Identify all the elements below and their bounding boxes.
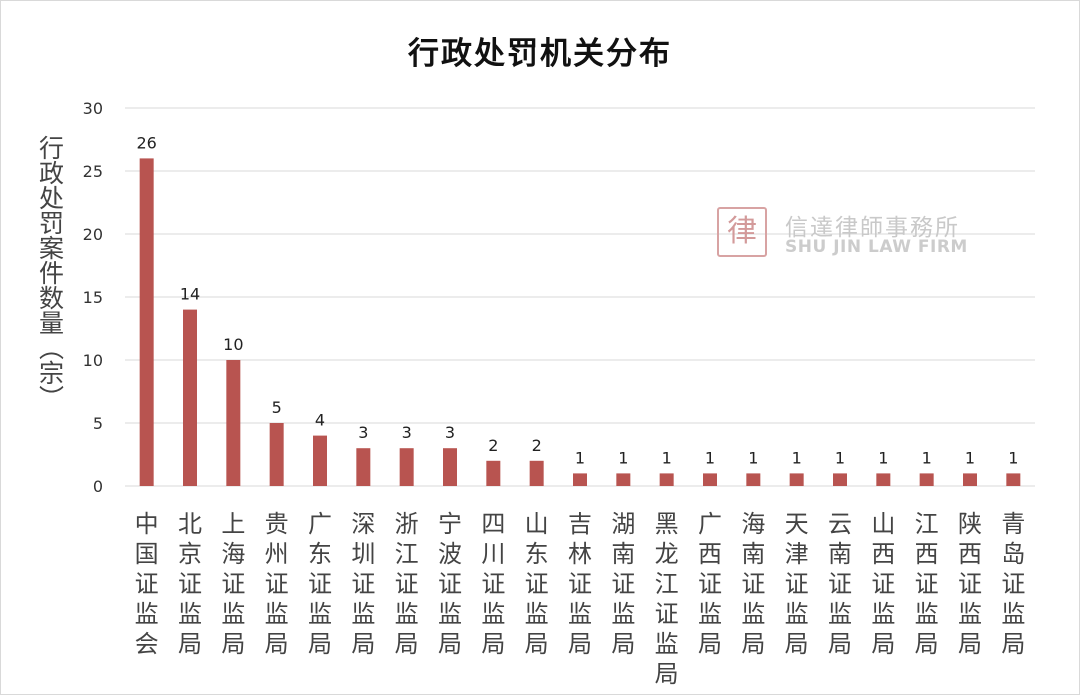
data-label: 1 bbox=[922, 448, 932, 467]
x-category-label: 广东证监局 bbox=[308, 510, 332, 658]
data-label: 2 bbox=[532, 436, 542, 455]
x-category-label: 宁波证监局 bbox=[438, 510, 462, 658]
bar bbox=[183, 309, 197, 486]
data-label: 2 bbox=[488, 436, 498, 455]
data-label: 1 bbox=[835, 448, 845, 467]
bar bbox=[443, 448, 457, 486]
y-tick-label: 5 bbox=[93, 414, 103, 433]
bar bbox=[703, 473, 717, 486]
x-category-label: 深圳证监局 bbox=[351, 510, 375, 658]
data-label: 10 bbox=[223, 335, 243, 354]
x-category-label: 天津证监局 bbox=[785, 510, 809, 658]
watermark-name-en: SHU JIN LAW FIRM bbox=[785, 237, 968, 257]
data-label: 1 bbox=[575, 448, 585, 467]
data-label: 1 bbox=[878, 448, 888, 467]
x-category-label: 云南证监局 bbox=[828, 510, 852, 658]
chart-title: 行政处罚机关分布 bbox=[408, 36, 672, 72]
bar bbox=[529, 460, 544, 486]
data-label: 3 bbox=[358, 423, 368, 442]
x-category-label: 湖南证监局 bbox=[611, 510, 635, 658]
x-category-label: 黑龙江证监局 bbox=[655, 510, 679, 688]
data-label: 3 bbox=[402, 423, 412, 442]
data-label: 14 bbox=[180, 285, 200, 304]
bar bbox=[269, 423, 284, 486]
x-category-label: 广西证监局 bbox=[698, 510, 722, 658]
y-tick-label: 0 bbox=[93, 477, 103, 496]
y-tick-label: 20 bbox=[83, 225, 103, 244]
bar bbox=[573, 473, 587, 486]
x-category-label: 陕西证监局 bbox=[958, 510, 982, 658]
x-category-label: 山西证监局 bbox=[871, 510, 895, 658]
y-tick-label: 10 bbox=[83, 351, 103, 370]
x-category-label: 中国证监会 bbox=[135, 510, 159, 658]
bar bbox=[226, 360, 241, 486]
data-label: 1 bbox=[1008, 448, 1018, 467]
data-label: 1 bbox=[748, 448, 758, 467]
data-label: 1 bbox=[618, 448, 628, 467]
x-category-label: 山东证监局 bbox=[525, 510, 549, 658]
x-category-label: 贵州证监局 bbox=[265, 510, 289, 658]
bar bbox=[919, 473, 934, 486]
data-label: 5 bbox=[272, 398, 282, 417]
law-firm-seal-logo: 律 bbox=[717, 207, 767, 257]
data-label: 1 bbox=[705, 448, 715, 467]
y-axis-label-text: 行政处罚案件数量（宗） bbox=[35, 135, 65, 410]
bar bbox=[963, 473, 977, 486]
watermark-name-cn: 信達律師事務所 bbox=[785, 215, 960, 241]
bar bbox=[356, 448, 371, 486]
bar bbox=[139, 158, 154, 486]
bar bbox=[313, 435, 327, 486]
x-category-label: 浙江证监局 bbox=[395, 510, 419, 658]
x-category-label: 海南证监局 bbox=[741, 510, 765, 658]
y-tick-label: 30 bbox=[83, 99, 103, 118]
x-category-label: 上海证监局 bbox=[221, 510, 245, 658]
bar bbox=[746, 473, 761, 486]
data-label: 3 bbox=[445, 423, 455, 442]
bar bbox=[399, 448, 414, 486]
bar bbox=[486, 460, 501, 486]
bar bbox=[833, 473, 847, 486]
bar bbox=[789, 473, 804, 486]
y-tick-label: 25 bbox=[83, 162, 103, 181]
x-category-label: 吉林证监局 bbox=[568, 510, 592, 658]
watermark: 律 信達律師事務所 SHU JIN LAW FIRM bbox=[717, 207, 987, 259]
x-category-label: 四川证监局 bbox=[481, 510, 505, 658]
data-label: 1 bbox=[662, 448, 672, 467]
bar bbox=[659, 473, 674, 486]
x-category-label: 江西证监局 bbox=[915, 510, 939, 658]
x-category-label: 青岛证监局 bbox=[1001, 510, 1025, 658]
y-axis-label: 行政处罚案件数量（宗） bbox=[30, 135, 70, 410]
data-label: 26 bbox=[136, 133, 156, 152]
data-label: 1 bbox=[792, 448, 802, 467]
bar bbox=[616, 473, 631, 486]
y-tick-label: 15 bbox=[83, 288, 103, 307]
data-label: 4 bbox=[315, 411, 325, 430]
bar bbox=[876, 473, 891, 486]
data-label: 1 bbox=[965, 448, 975, 467]
x-category-label: 北京证监局 bbox=[178, 510, 202, 658]
bar bbox=[1006, 473, 1021, 486]
